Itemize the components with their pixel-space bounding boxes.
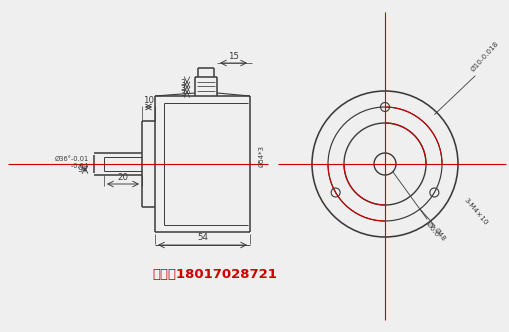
Text: Ø36°-0.01
       -0.04: Ø36°-0.01 -0.04 [55, 155, 89, 169]
Text: 3: 3 [180, 79, 185, 88]
Text: Ø54*3: Ø54*3 [259, 145, 265, 167]
Text: 3: 3 [180, 84, 185, 93]
Text: 9: 9 [78, 165, 83, 174]
Text: Ø6.0: Ø6.0 [425, 221, 440, 238]
Text: Ø10-0.018: Ø10-0.018 [470, 41, 500, 73]
Text: 54: 54 [197, 233, 208, 242]
Text: 3: 3 [180, 89, 185, 98]
Text: 10: 10 [143, 96, 154, 105]
Text: Ø48: Ø48 [433, 227, 447, 242]
Text: 3-M4×10: 3-M4×10 [463, 197, 489, 227]
Text: 手机：18017028721: 手机：18017028721 [153, 268, 277, 281]
Text: 15: 15 [228, 51, 239, 60]
Text: 20: 20 [118, 173, 128, 182]
